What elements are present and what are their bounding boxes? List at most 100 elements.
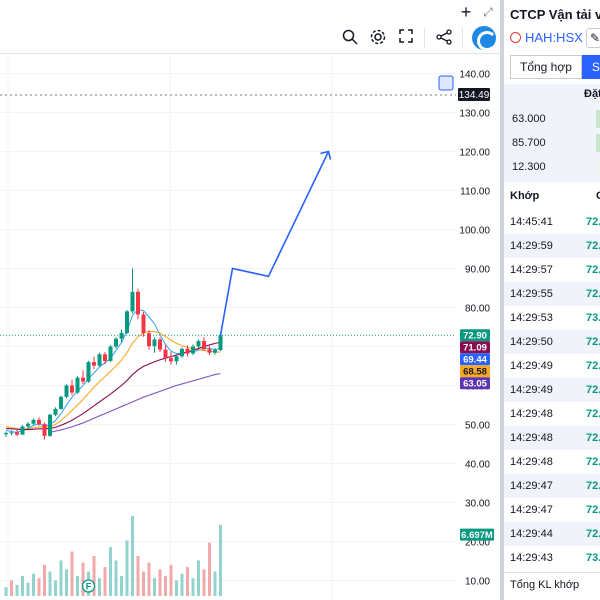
gear-icon[interactable] (368, 28, 388, 48)
trade-row[interactable]: 14:29:48 72. (504, 450, 600, 474)
pencil-icon[interactable]: ✎ (586, 28, 600, 48)
volume-bar (213, 571, 217, 596)
trade-price: 72. (586, 408, 600, 420)
candle-body (97, 354, 102, 366)
volume-bar (37, 578, 41, 596)
trade-row[interactable]: 14:29:59 72. (504, 234, 600, 258)
volume-bar (70, 551, 74, 596)
trade-price: 72. (586, 360, 600, 372)
trade-time: 14:29:59 (510, 240, 553, 252)
volume-bar (21, 576, 24, 596)
y-tick-label: 50.00 (465, 421, 490, 432)
price-badge-label: 134.49 (459, 90, 490, 101)
trade-time: 14:29:43 (510, 552, 553, 564)
order-book: Đặt 63.000 85.700 12.300 (504, 84, 600, 182)
trade-price: 73. (586, 552, 600, 564)
trade-row[interactable]: 14:29:57 72. (504, 258, 600, 282)
trades-header: Khớp G (504, 186, 600, 206)
trade-row[interactable]: 14:29:49 72. (504, 354, 600, 378)
trade-row[interactable]: 14:29:43 73. (504, 546, 600, 570)
ticker-row[interactable]: HAH:HSX (510, 30, 583, 46)
candle-body (174, 356, 179, 362)
candle-body (130, 291, 135, 312)
panel-tabs: Tổng hợpSổ (510, 55, 600, 79)
price-badge (460, 329, 490, 342)
trade-price: 72. (586, 240, 600, 252)
trade-time: 14:29:47 (510, 504, 553, 516)
trade-price: 72. (586, 456, 600, 468)
volume-bar (26, 582, 30, 596)
quote-panel: CTCP Vận tải và HAH:HSX ✎ Tổng hợpSổ Đặt… (504, 0, 600, 600)
volume-bar (4, 587, 8, 596)
order-book-volume: 12.300 (512, 161, 546, 173)
volume-bar (202, 569, 206, 596)
volume-bar (59, 560, 63, 596)
fullscreen-icon[interactable] (396, 28, 416, 48)
volume-bar (114, 560, 118, 596)
order-book-bar (596, 158, 600, 176)
trade-row[interactable]: 14:29:50 72. (504, 330, 600, 354)
chart-pane[interactable]: + ⤢ 10.0020.0030.0040.0050.0060.0070.008… (0, 0, 500, 600)
volume-bar (186, 567, 189, 596)
candle-body (64, 385, 69, 397)
candle-body (92, 362, 96, 366)
tab-summary[interactable]: Tổng hợp (510, 55, 582, 79)
candle-body (147, 333, 151, 347)
expand-icon[interactable]: ⤢ (483, 5, 493, 19)
y-tick-label: 30.00 (465, 499, 490, 510)
volume-bar (125, 540, 129, 596)
trade-price: 72. (586, 432, 600, 444)
trade-price: 73. (586, 312, 600, 324)
tab-orderbook[interactable]: Sổ (581, 55, 600, 79)
trade-row[interactable]: 14:29:44 72. (504, 522, 600, 546)
moving-average-line (5, 330, 221, 430)
trade-time: 14:29:53 (510, 312, 553, 324)
volume-bar (191, 578, 195, 596)
trade-price: 72. (586, 264, 600, 276)
candle-body (31, 419, 36, 424)
brand-logo-icon[interactable] (472, 26, 497, 51)
trade-price: 72. (586, 504, 600, 516)
candle-body (37, 419, 41, 425)
trade-row[interactable]: 14:29:48 72. (504, 426, 600, 450)
price-chart[interactable]: 10.0020.0030.0040.0050.0060.0070.0080.00… (0, 54, 500, 600)
trade-row[interactable]: 14:29:48 72. (504, 402, 600, 426)
candle-body (169, 358, 173, 362)
price-badge-label: 68.58 (463, 367, 487, 378)
volume-bar (208, 542, 211, 596)
trade-row[interactable]: 14:29:47 72. (504, 498, 600, 522)
price-badge (460, 365, 490, 378)
trade-row[interactable]: 14:29:55 72. (504, 282, 600, 306)
candle-body (207, 349, 212, 353)
volume-bar (98, 578, 101, 596)
trade-row[interactable]: 14:45:41 72. (504, 210, 600, 234)
volume-bar (164, 576, 167, 596)
search-zoom-icon[interactable] (340, 28, 360, 48)
price-badge-label: 71.09 (463, 343, 487, 354)
trade-row[interactable]: 14:29:53 73. (504, 306, 600, 330)
candle-body (48, 414, 52, 436)
trade-row[interactable]: 14:29:49 72. (504, 378, 600, 402)
volume-bar (10, 580, 13, 596)
order-book-header: Đặt (584, 88, 600, 100)
candle-body (108, 346, 113, 361)
volume-bar (175, 580, 178, 596)
y-tick-label: 120.00 (459, 148, 490, 159)
event-marker-icon (81, 579, 96, 593)
volume-bar (109, 547, 112, 596)
y-tick-label: 40.00 (465, 460, 490, 471)
trade-time: 14:29:55 (510, 288, 553, 300)
trade-time: 14:45:41 (510, 216, 553, 228)
share-icon[interactable] (434, 28, 454, 48)
y-tick-label: 100.00 (459, 226, 490, 237)
trade-time: 14:29:48 (510, 432, 553, 444)
plus-icon[interactable]: + (460, 2, 472, 22)
trade-row[interactable]: 14:29:47 72. (504, 474, 600, 498)
trade-price: 72. (586, 480, 600, 492)
trades-header-price: G (596, 186, 600, 206)
volume-bar (153, 578, 156, 596)
y-tick-label: 90.00 (465, 265, 490, 276)
alarm-icon[interactable] (510, 32, 521, 43)
pane-divider[interactable] (500, 0, 504, 600)
candle-body (180, 348, 184, 357)
